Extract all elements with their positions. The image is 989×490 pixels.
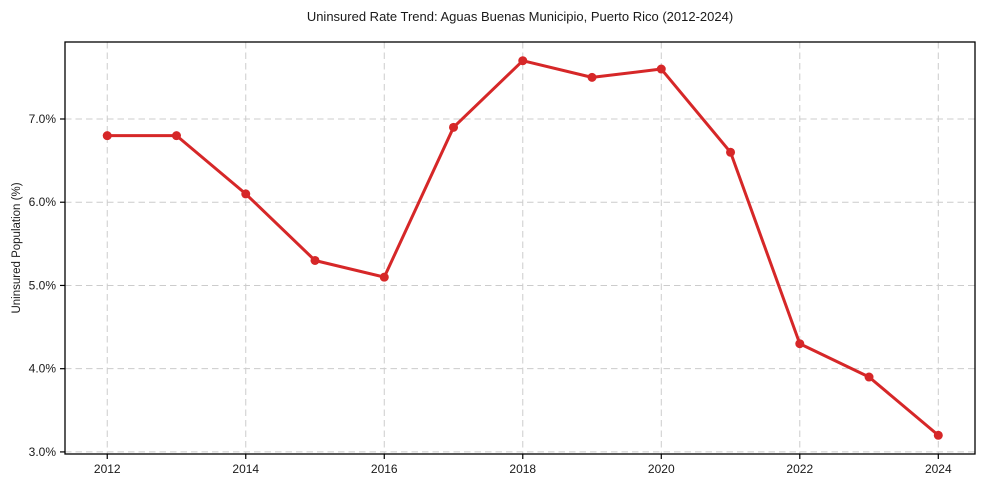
data-point-marker [587,72,597,82]
data-point-marker [864,372,874,382]
data-point-marker [102,131,112,141]
plot-border [64,41,976,455]
data-point-marker [656,64,666,74]
x-tick-label: 2024 [925,462,952,476]
data-point-marker [795,339,805,349]
y-tick-label: 6.0% [29,195,57,209]
x-tick-label: 2020 [648,462,675,476]
x-tick-label: 2018 [509,462,536,476]
data-point-marker [171,131,181,141]
data-point-marker [241,189,251,199]
y-tick-label: 5.0% [29,278,57,292]
y-tick-label: 3.0% [29,445,57,459]
x-tick-label: 2012 [94,462,121,476]
y-tick-label: 4.0% [29,362,57,376]
data-point-marker [518,56,528,66]
y-tick-label: 7.0% [29,112,57,126]
x-tick-label: 2014 [232,462,259,476]
data-point-marker [449,122,459,132]
data-point-marker [310,255,320,265]
x-tick-label: 2022 [786,462,813,476]
data-point-marker [379,272,389,282]
x-tick-label: 2016 [371,462,398,476]
data-point-marker [933,430,943,440]
data-point-marker [726,147,736,157]
chart-title: Uninsured Rate Trend: Aguas Buenas Munic… [306,9,734,24]
